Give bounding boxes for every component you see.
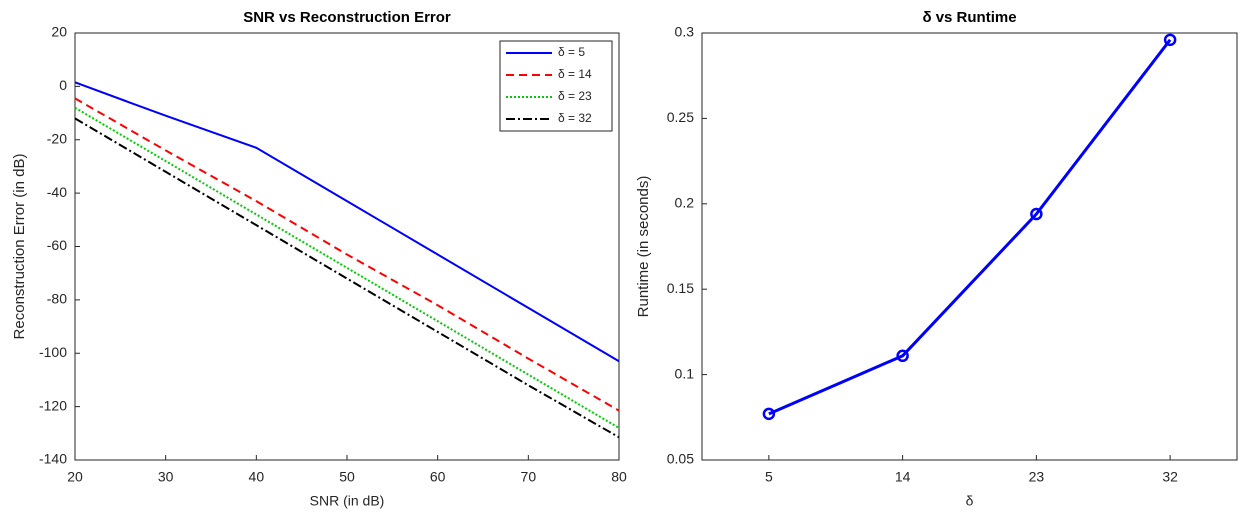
y-axis-label: Reconstruction Error (in dB) (11, 154, 28, 340)
x-tick-label: 32 (1162, 469, 1178, 485)
point (1030, 207, 1043, 221)
chart-title: SNR vs Reconstruction Error (243, 9, 451, 26)
y-tick-label: -100 (39, 344, 67, 360)
point (1163, 33, 1177, 47)
series-line (768, 38, 1172, 416)
chart-title: δ vs Runtime (922, 9, 1016, 26)
y-tick-label: -120 (39, 397, 67, 413)
x-axis-label: SNR (in dB) (310, 493, 385, 509)
series-line (74, 117, 620, 439)
x-tick-label: 14 (895, 469, 911, 485)
series-line (74, 106, 620, 429)
y-tick-label: -20 (47, 130, 67, 146)
legend-label: δ = 14 (558, 67, 592, 81)
point (896, 349, 909, 363)
legend-label: δ = 5 (558, 45, 585, 59)
plot-area (701, 32, 1238, 461)
y-tick-label: -40 (47, 184, 67, 200)
x-tick-label: 70 (521, 469, 537, 485)
y-tick-label: 0.2 (675, 195, 695, 211)
x-axis-label: δ (966, 493, 974, 509)
x-tick-label: 5 (765, 469, 773, 485)
y-axis-label: Runtime (in seconds) (635, 176, 652, 318)
y-tick-label: 0.3 (675, 24, 695, 40)
legend-label: δ = 32 (558, 111, 592, 125)
y-tick-label: -140 (39, 451, 67, 467)
x-tick-label: 80 (611, 469, 627, 485)
y-tick-label: 20 (51, 24, 67, 40)
y-tick-label: -80 (47, 291, 67, 307)
x-tick-label: 30 (158, 469, 174, 485)
x-tick-label: 60 (430, 469, 446, 485)
y-tick-label: 0.25 (667, 109, 694, 125)
x-tick-label: 40 (249, 469, 265, 485)
y-tick-label: 0.05 (667, 451, 694, 467)
point (762, 407, 776, 421)
y-tick-label: 0.15 (667, 280, 694, 296)
legend (499, 40, 613, 132)
y-tick-label: 0 (59, 77, 67, 93)
x-tick-label: 20 (67, 469, 83, 485)
y-tick-label: -60 (47, 237, 67, 253)
series-line (74, 97, 620, 412)
series-line (74, 81, 620, 363)
x-tick-label: 23 (1029, 469, 1045, 485)
x-tick-label: 50 (339, 469, 355, 485)
legend-label: δ = 23 (558, 89, 592, 103)
y-tick-label: 0.1 (675, 365, 695, 381)
